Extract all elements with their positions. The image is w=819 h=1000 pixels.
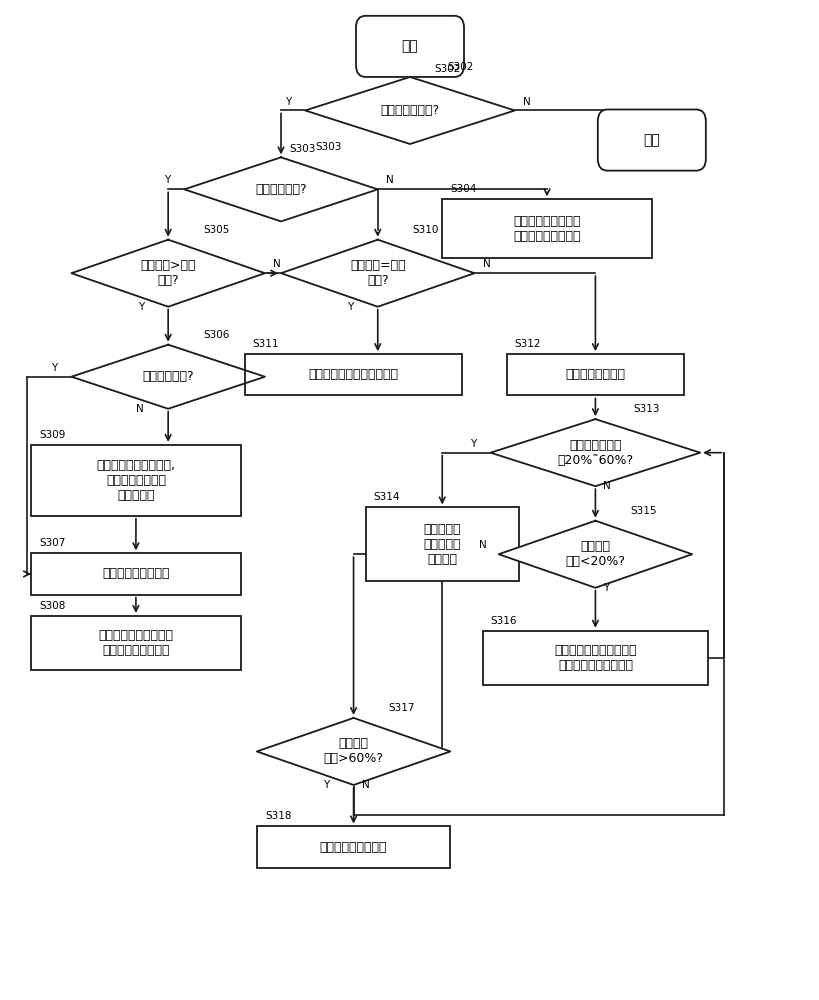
Text: S302: S302: [433, 64, 460, 74]
Text: 输入电流>放电
电流?: 输入电流>放电 电流?: [140, 259, 196, 287]
Text: N: N: [482, 259, 490, 269]
Polygon shape: [71, 240, 265, 307]
Bar: [31, 616, 241, 670]
Text: 电池当前电量处
于20%˜60%?: 电池当前电量处 于20%˜60%?: [557, 439, 633, 467]
Polygon shape: [256, 718, 450, 785]
Text: Y: Y: [323, 780, 329, 790]
Text: 将输入电流传递至充
电单元以向电池充电: 将输入电流传递至充 电单元以向电池充电: [513, 215, 580, 243]
FancyBboxPatch shape: [355, 16, 464, 77]
Text: S309: S309: [39, 430, 66, 440]
Text: Y: Y: [285, 97, 291, 107]
Text: 电池当前
电量>60%?: 电池当前 电量>60%?: [324, 737, 383, 765]
Text: 电池当前
电量<20%?: 电池当前 电量<20%?: [565, 540, 625, 568]
Text: S316: S316: [490, 616, 517, 626]
Text: 结束: 结束: [643, 133, 659, 147]
Bar: [441, 199, 651, 258]
Text: N: N: [386, 175, 393, 185]
Text: S315: S315: [630, 506, 656, 516]
Text: N: N: [361, 780, 369, 790]
Text: S312: S312: [514, 339, 541, 349]
Text: S306: S306: [203, 330, 229, 340]
Text: Y: Y: [347, 302, 353, 312]
Text: Y: Y: [138, 302, 144, 312]
Text: 电池电量充满?: 电池电量充满?: [143, 370, 194, 383]
Text: 检测电池当前电量: 检测电池当前电量: [565, 368, 625, 381]
Text: S305: S305: [203, 225, 229, 235]
Text: N: N: [273, 259, 280, 269]
Polygon shape: [71, 345, 265, 409]
Text: Y: Y: [164, 175, 170, 185]
Text: S308: S308: [39, 601, 66, 611]
Text: S303: S303: [315, 142, 342, 152]
Polygon shape: [490, 419, 699, 486]
Text: Y: Y: [52, 363, 57, 373]
Text: S318: S318: [265, 811, 291, 821]
Text: S304: S304: [450, 184, 476, 194]
Bar: [31, 553, 241, 595]
Text: 将输入电流提供给放电单元: 将输入电流提供给放电单元: [308, 368, 398, 381]
Text: 输入电流=放电
电流?: 输入电流=放电 电流?: [350, 259, 405, 287]
Text: 开始向充电单元供电，同
时停止向放电单元供电: 开始向充电单元供电，同 时停止向放电单元供电: [554, 644, 636, 672]
Text: N: N: [478, 540, 486, 550]
Text: 开始: 开始: [401, 39, 418, 53]
Bar: [244, 354, 462, 395]
Bar: [482, 631, 708, 685]
Text: 是否连接充电器?: 是否连接充电器?: [380, 104, 439, 117]
Text: N: N: [523, 97, 530, 107]
Text: N: N: [603, 481, 610, 491]
Text: 输入电流和
电池同时向
负载供电: 输入电流和 电池同时向 负载供电: [423, 523, 460, 566]
Text: S317: S317: [388, 703, 414, 713]
Text: S303: S303: [289, 144, 315, 154]
Polygon shape: [281, 240, 474, 307]
Text: 电池单独向负载充电: 电池单独向负载充电: [319, 841, 387, 854]
Text: 满足放电电流的情况下,
将多余的电流分配
给充电单元: 满足放电电流的情况下, 将多余的电流分配 给充电单元: [97, 459, 175, 502]
FancyBboxPatch shape: [597, 110, 705, 171]
Text: S307: S307: [39, 538, 66, 548]
Polygon shape: [305, 77, 514, 144]
Text: Y: Y: [470, 439, 476, 449]
Text: S314: S314: [373, 492, 400, 502]
Text: 减小输入电流，并将输
入电流提供放电单元: 减小输入电流，并将输 入电流提供放电单元: [98, 629, 173, 657]
Polygon shape: [498, 521, 691, 588]
Text: 停止向充电单元供电: 停止向充电单元供电: [102, 567, 170, 580]
Bar: [31, 445, 241, 516]
Text: S310: S310: [412, 225, 438, 235]
Polygon shape: [184, 157, 378, 221]
Text: Y: Y: [603, 583, 609, 593]
Bar: [256, 826, 450, 868]
Bar: [506, 354, 683, 395]
Bar: [365, 507, 518, 581]
Text: S302: S302: [447, 62, 473, 72]
Text: N: N: [136, 404, 144, 414]
Text: S311: S311: [252, 339, 279, 349]
Text: 是否连接负载?: 是否连接负载?: [255, 183, 306, 196]
Text: S313: S313: [632, 404, 658, 414]
